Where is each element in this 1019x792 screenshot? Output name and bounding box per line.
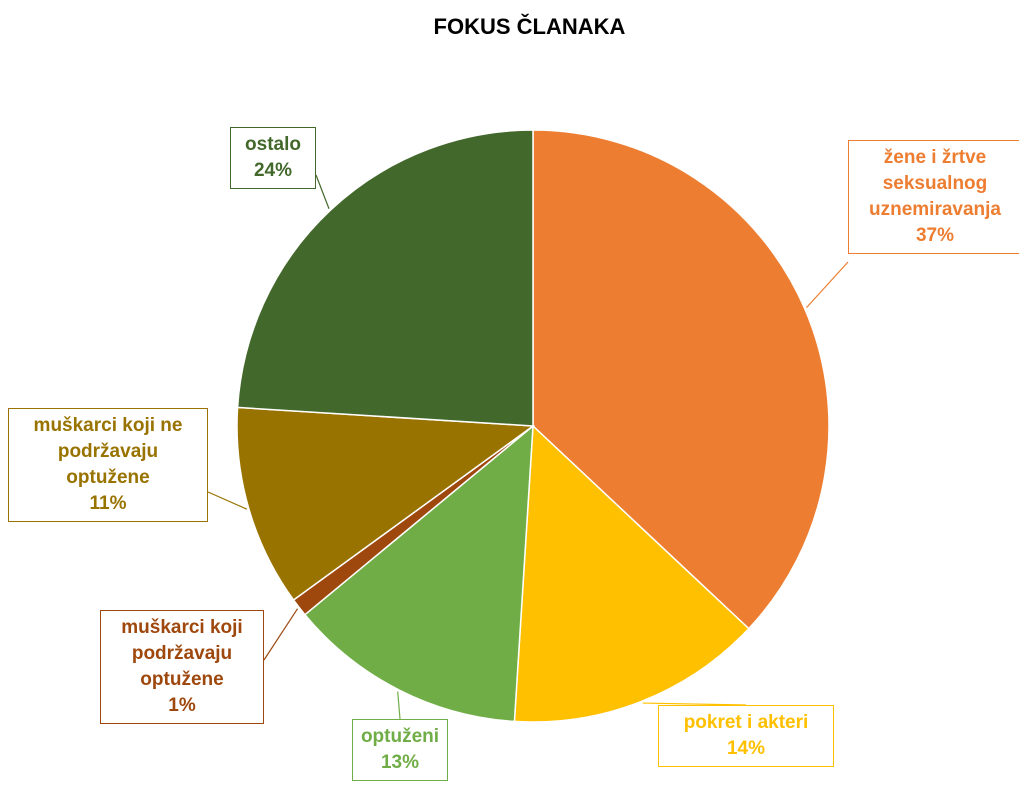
slice-percent: 13% [380, 752, 420, 773]
slice-percent: 24% [253, 160, 293, 181]
slice-label-text: pokret i akteri [683, 712, 809, 733]
slice-label: optuženi 13% [352, 719, 448, 781]
slice-label: muškarci koji ne podržavaju optužene 11% [8, 408, 208, 522]
slice-percent: 14% [726, 738, 766, 759]
leader-line [207, 491, 248, 510]
leader-line [806, 261, 849, 309]
pie-slice [303, 424, 534, 723]
slice-label-text: optuženi [360, 726, 440, 747]
leader-line [397, 691, 401, 720]
slice-label-text: muškarci koji podržavaju optužene [121, 617, 243, 690]
slice-percent: 11% [89, 493, 127, 514]
pie-slice [532, 129, 830, 630]
slice-percent: 37% [915, 225, 955, 246]
slice-label-text: žene i žrtve seksualnog uznemiravanja [869, 147, 1001, 220]
slice-label-text: muškarci koji ne podržavaju optužene [33, 415, 183, 488]
pie-slice [236, 129, 534, 427]
leader-line [642, 702, 747, 706]
pie-slice [513, 424, 750, 723]
leader-line [315, 174, 330, 209]
pie-slice [236, 406, 536, 602]
chart-title: FOKUS ČLANAKA [433, 14, 626, 39]
leader-line [263, 608, 299, 661]
slice-label: muškarci koji podržavaju optužene 1% [100, 610, 264, 724]
slice-label: ostalo 24% [230, 127, 316, 189]
slice-label: pokret i akteri 14% [658, 705, 834, 767]
slice-label-text: ostalo [245, 134, 301, 155]
slice-label: žene i žrtve seksualnog uznemiravanja 37% [848, 140, 1019, 254]
slice-percent: 1% [168, 695, 196, 716]
